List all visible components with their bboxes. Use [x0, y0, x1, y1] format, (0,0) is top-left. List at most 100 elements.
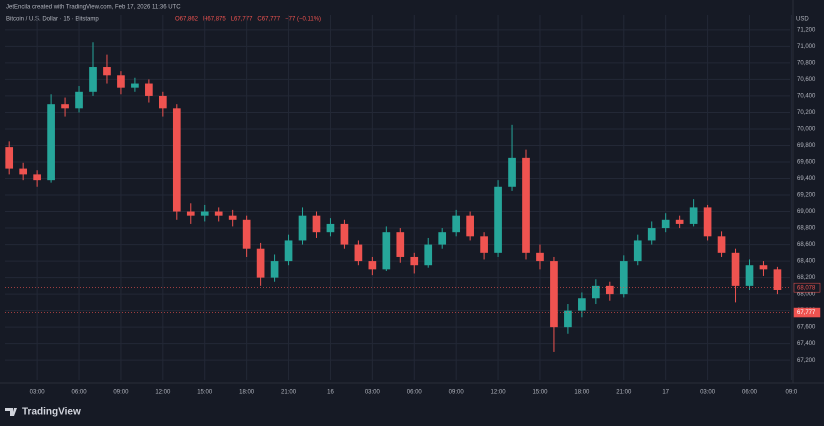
candle-body: [61, 104, 69, 109]
candle-body: [522, 157, 530, 253]
candle-body: [578, 298, 586, 311]
candle-body: [354, 244, 363, 262]
brand-logo: [5, 408, 17, 416]
y-tick-label: 68,600: [797, 242, 816, 248]
price-tag-label: 67,777: [797, 310, 816, 316]
y-tick-label: 71,000: [797, 44, 816, 50]
candle-body: [368, 261, 377, 270]
candle-body: [5, 147, 14, 169]
y-tick-label: 67,400: [797, 341, 816, 347]
symbol: Bitcoin / U.S. Dollar · 15 · Bitstamp: [6, 17, 99, 23]
y-tick-label: 68,200: [797, 275, 816, 281]
candle-body: [172, 108, 181, 212]
x-tick-label: 21:00: [616, 390, 632, 396]
candle-body: [494, 186, 502, 253]
candle-body: [647, 228, 656, 241]
ohlc-value: −77 (−0.11%): [285, 17, 321, 23]
candle-body: [466, 215, 474, 237]
candle-body: [117, 75, 125, 88]
candle-body: [298, 215, 307, 241]
x-tick-label: 03:00: [30, 390, 46, 396]
candle-body: [103, 67, 111, 76]
ohlc-value: L67,777: [231, 17, 253, 23]
y-tick-label: 69,600: [797, 160, 816, 166]
y-tick-label: 69,400: [797, 176, 816, 182]
y-tick-label: 67,600: [797, 325, 816, 331]
candle-body: [438, 232, 447, 245]
brand-name: TradingView: [22, 407, 81, 418]
y-tick-label: 71,200: [797, 27, 816, 33]
candle-body: [158, 95, 167, 109]
x-tick-label: 09:00: [113, 390, 129, 396]
x-tick-label: 06:00: [407, 390, 423, 396]
currency: USD: [796, 17, 809, 23]
candle-body: [564, 310, 572, 328]
y-tick-label: 70,400: [797, 94, 816, 100]
x-tick-label: 18:00: [239, 390, 255, 396]
x-tick-label: 18:00: [574, 390, 590, 396]
ohlc-value: O67,862: [175, 17, 199, 23]
candle-body: [745, 265, 754, 286]
y-tick-label: 68,400: [797, 259, 816, 265]
x-tick-label: 03:00: [365, 390, 381, 396]
candle-body: [270, 261, 279, 278]
y-tick-label: 68,800: [797, 226, 816, 232]
y-tick-label: 69,200: [797, 193, 816, 199]
candle-body: [605, 285, 614, 295]
candle-body: [19, 168, 27, 175]
credit: JetEncila created with TradingView.com, …: [6, 5, 181, 11]
x-tick-label: 12:00: [491, 390, 507, 396]
candle-body: [228, 215, 237, 220]
y-tick-label: 69,800: [797, 143, 816, 149]
candle-body: [759, 265, 768, 270]
x-tick-label: 06:00: [72, 390, 88, 396]
candle-body: [284, 240, 293, 262]
y-tick-label: 70,000: [797, 127, 816, 133]
y-tick-label: 70,800: [797, 60, 816, 66]
candle-body: [131, 83, 139, 88]
candle-body: [661, 219, 670, 229]
x-tick-label: 09:0: [786, 390, 798, 396]
candle-body: [382, 232, 391, 270]
y-tick-label: 70,200: [797, 110, 816, 116]
candle-body: [480, 236, 488, 253]
candle-body: [452, 215, 461, 233]
candle-body: [340, 223, 349, 245]
x-tick-label: 21:00: [281, 390, 297, 396]
candle-body: [773, 269, 782, 290]
candle-body: [592, 285, 600, 299]
x-tick-label: 16: [327, 390, 334, 396]
candle-body: [214, 211, 223, 216]
ohlc-value: C67,777: [257, 17, 280, 23]
candle-body: [550, 261, 558, 328]
candle-body: [89, 67, 97, 92]
x-tick-label: 06:00: [742, 390, 758, 396]
x-tick-label: 15:00: [197, 390, 213, 396]
y-tick-label: 67,200: [797, 358, 816, 364]
candle-body: [675, 219, 684, 224]
candle-body: [186, 211, 195, 216]
candle-body: [633, 240, 642, 262]
candle-body: [75, 91, 83, 109]
candle-body: [717, 236, 726, 253]
candle-body: [703, 207, 712, 237]
x-tick-label: 17: [662, 390, 669, 396]
candle-body: [312, 215, 321, 233]
candle-body: [145, 83, 153, 96]
y-tick-label: 69,000: [797, 209, 816, 215]
candle-body: [619, 261, 628, 295]
candle-body: [410, 256, 419, 266]
ohlc-value: H67,875: [203, 17, 226, 23]
candle-body: [242, 219, 251, 249]
candle-body: [256, 248, 265, 278]
price-tag-label: 68,078: [797, 285, 816, 291]
x-tick-label: 03:00: [700, 390, 716, 396]
candle-body: [424, 244, 433, 266]
y-tick-label: 70,600: [797, 77, 816, 83]
candle-body: [326, 223, 335, 233]
candle-body: [47, 104, 55, 181]
candle-body: [33, 174, 41, 181]
x-tick-label: 15:00: [532, 390, 548, 396]
candle-body: [689, 207, 698, 224]
